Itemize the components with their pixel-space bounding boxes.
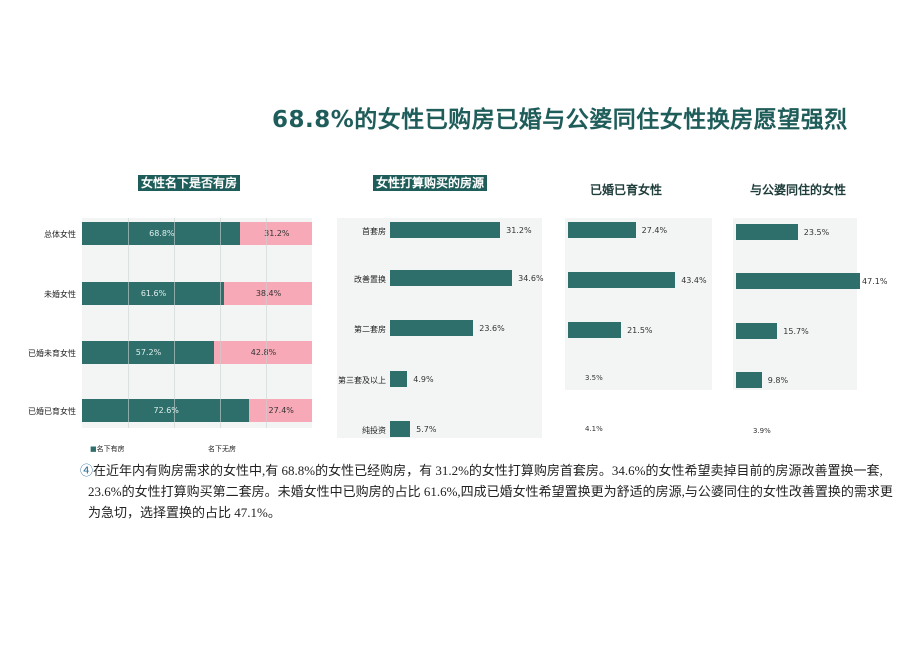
paragraph-line-1: ④在近年内有购房需求的女性中,有 68.8%的女性已经购房，有 31.2%的女性…: [80, 463, 883, 478]
bar: [736, 273, 860, 289]
data-label: 42.8%: [250, 348, 277, 357]
data-label: 31.2%: [506, 226, 532, 235]
bar-has-house: [82, 222, 241, 245]
category-label: 第三套及以上: [338, 376, 386, 385]
chart4-title: 与公婆同住的女性: [750, 183, 847, 197]
data-label: 3.9%: [753, 427, 771, 435]
data-label: 68.8%: [149, 229, 175, 238]
data-label: 23.6%: [479, 324, 505, 333]
category-label: 已婚未育女性: [28, 349, 76, 358]
bar-has-house: [82, 341, 214, 364]
chart3-plot: [565, 218, 712, 390]
paragraph-line-3: 为急切，选择置换的占比 47.1%。: [88, 505, 281, 520]
bar-has-house: [82, 399, 249, 422]
data-label: 61.6%: [140, 289, 167, 298]
category-label: 未婚女性: [44, 290, 76, 299]
bar: [390, 270, 513, 286]
data-label: 23.5%: [803, 228, 830, 237]
bar: [736, 224, 798, 240]
bar: [390, 421, 411, 437]
chart1-title: 女性名下是否有房: [138, 175, 241, 191]
data-label: 34.6%: [518, 274, 544, 283]
category-label: 总体女性: [44, 230, 76, 239]
page-title: 68.8%的女性已购房已婚与公婆同住女性换房愿望强烈: [272, 107, 848, 133]
data-label: 5.7%: [416, 425, 437, 434]
bar: [736, 372, 762, 388]
data-label: 27.4%: [641, 226, 668, 235]
bar: [390, 320, 474, 336]
description-paragraph: ④在近年内有购房需求的女性中,有 68.8%的女性已经购房，有 31.2%的女性…: [80, 460, 910, 523]
category-label: 已婚已育女性: [28, 407, 76, 416]
gridline: [128, 218, 129, 428]
data-label: 31.2%: [264, 229, 290, 238]
paragraph-line-2: 23.6%的女性打算购买第二套房。未婚女性中已购房的占比 61.6%,四成已婚女…: [88, 484, 893, 499]
data-label: 27.4%: [268, 406, 294, 415]
data-label: 15.7%: [783, 327, 809, 336]
bar-no-house: [223, 282, 312, 305]
chart4-plot: [733, 218, 857, 390]
category-label: 改善置换: [354, 275, 386, 284]
bar-no-house: [213, 341, 312, 364]
data-label: 4.9%: [413, 375, 434, 384]
category-label: 纯投资: [362, 426, 386, 435]
data-label: 47.1%: [862, 277, 888, 286]
data-label: 21.5%: [627, 326, 653, 335]
data-label: 9.8%: [767, 376, 789, 385]
bar-no-house: [240, 222, 312, 245]
data-label: 3.5%: [585, 374, 603, 382]
bar: [390, 222, 501, 238]
circled-number-marker: ④: [80, 463, 94, 478]
legend-item-no-house: 名下无房: [208, 445, 236, 453]
data-label: 72.6%: [153, 406, 179, 415]
chart1-plot: [82, 218, 312, 428]
gridline: [266, 218, 267, 428]
data-label: 38.4%: [255, 289, 282, 298]
bar: [736, 323, 778, 339]
data-label: 43.4%: [681, 276, 707, 285]
bar: [568, 322, 622, 338]
bar: [568, 272, 676, 288]
data-label: 4.1%: [585, 425, 603, 433]
chart3-title: 已婚已育女性: [590, 183, 663, 197]
gridline: [174, 218, 175, 428]
data-label: 57.2%: [135, 348, 162, 357]
category-label: 第二套房: [354, 325, 386, 334]
legend-item-has-house: ■名下有房: [90, 445, 125, 453]
chart2-title: 女性打算购买的房源: [373, 175, 488, 191]
bar-no-house: [248, 399, 312, 422]
gridline: [220, 218, 221, 428]
category-label: 首套房: [362, 227, 386, 236]
bar: [390, 371, 408, 387]
bar-has-house: [82, 282, 224, 305]
bar: [568, 222, 636, 238]
